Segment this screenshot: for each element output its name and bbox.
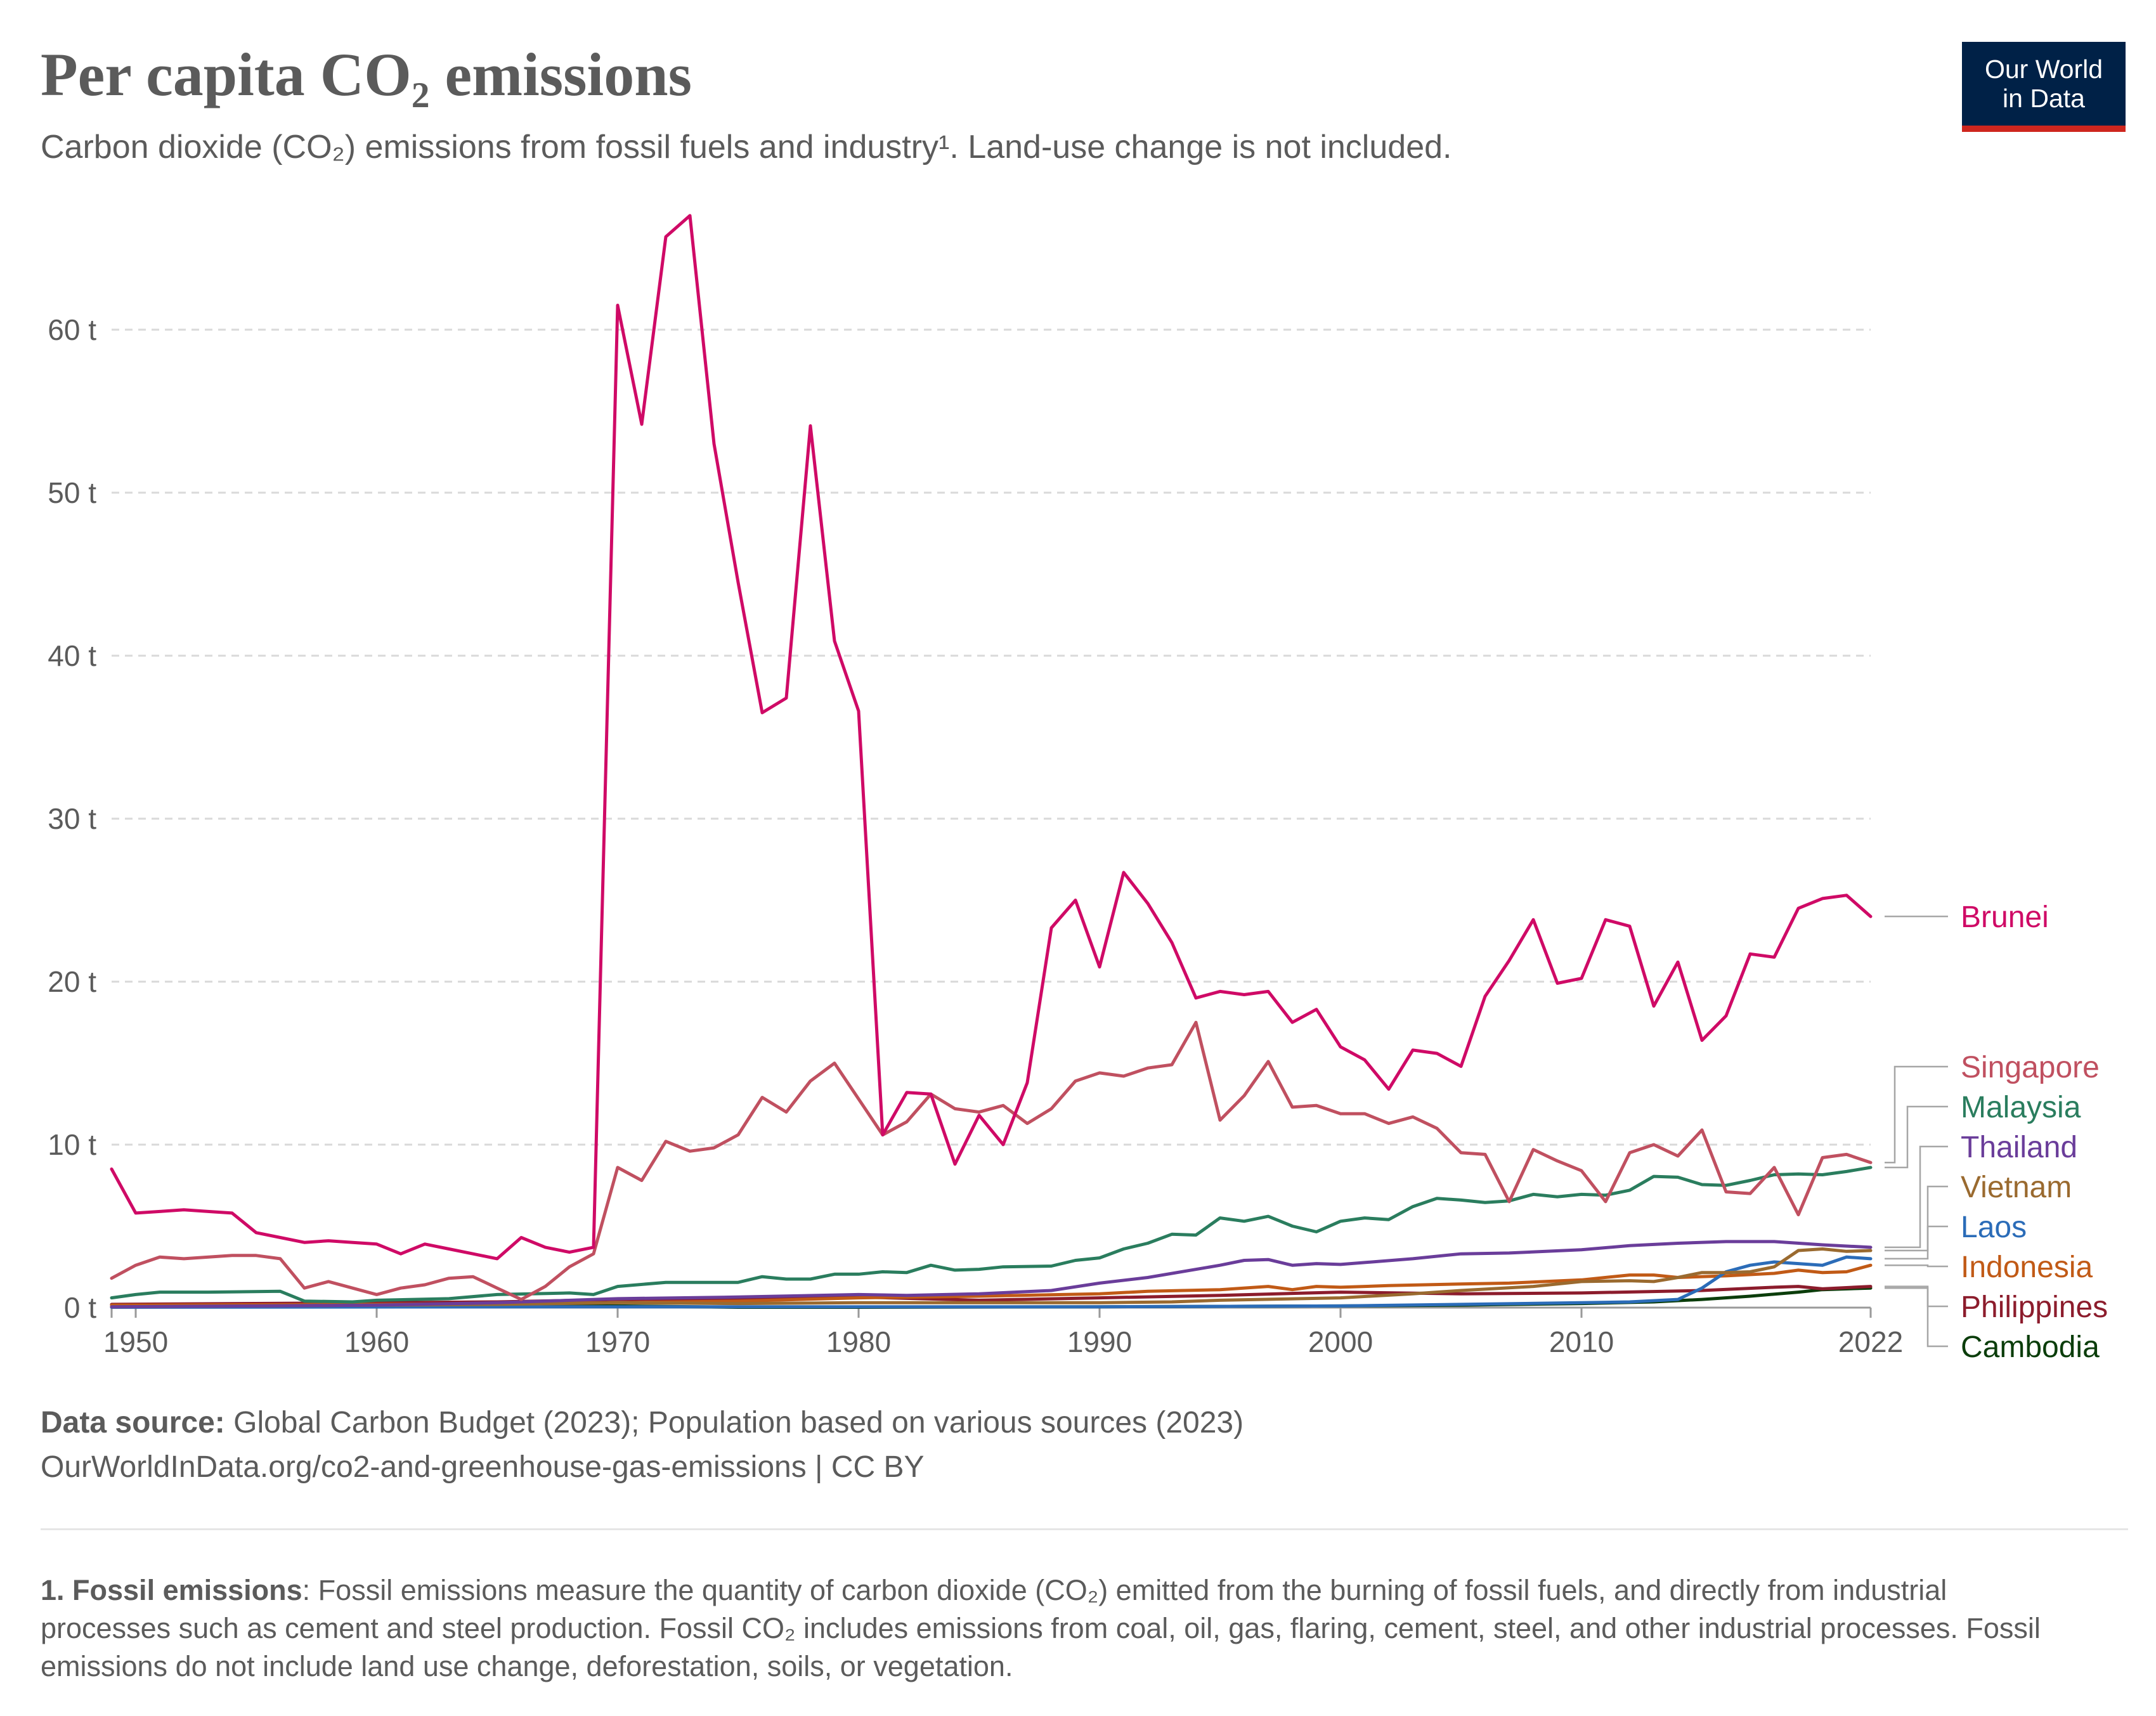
footer-divider	[41, 1528, 2128, 1530]
y-tick-label: 10 t	[48, 1128, 96, 1161]
series-line-vietnam[interactable]	[110, 1247, 1873, 1309]
y-axis-ticks: 0 t 10 t 20 t 30 t 40 t 50 t 60 t	[48, 313, 96, 1324]
grid-lines	[112, 328, 1871, 1146]
logo-line-1: Our World	[1984, 55, 2103, 84]
y-tick-label: 20 t	[48, 965, 96, 998]
series-line-indonesia[interactable]	[110, 1263, 1873, 1307]
series-line-thailand[interactable]	[110, 1240, 1873, 1309]
series-lines	[110, 214, 1873, 1309]
legend-label-cambodia[interactable]: Cambodia	[1961, 1330, 2100, 1364]
x-tick-label: 2010	[1549, 1325, 1614, 1358]
legend-connector	[1885, 1145, 1948, 1249]
legend-connector	[1885, 1287, 1948, 1348]
source-url[interactable]: OurWorldInData.org/co2-and-greenhouse-ga…	[41, 1450, 925, 1484]
legend-label-malaysia[interactable]: Malaysia	[1961, 1091, 2081, 1124]
legend-connector	[1885, 1264, 1948, 1268]
legend-label-indonesia[interactable]: Indonesia	[1961, 1251, 2093, 1284]
y-tick-label: 60 t	[48, 313, 96, 346]
footnote: 1. Fossil emissions: Fossil emissions me…	[41, 1571, 2070, 1686]
legend: Brunei Singapore Malaysia Thailand Vietnam La…	[1961, 900, 2108, 1364]
legend-connector	[1885, 1105, 1948, 1169]
y-tick-label: 30 t	[48, 802, 96, 835]
legend-label-brunei[interactable]: Brunei	[1961, 900, 2049, 934]
series-line-brunei[interactable]	[110, 214, 1873, 1261]
legend-connector	[1885, 1285, 1948, 1308]
y-tick-label: 40 t	[48, 639, 96, 672]
y-tick-label: 0 t	[64, 1291, 96, 1324]
legend-connector	[1885, 1185, 1948, 1252]
owid-logo[interactable]: Our World in Data	[1962, 42, 2126, 132]
x-tick-label: 1950	[103, 1325, 168, 1358]
x-tick-label: 2022	[1838, 1325, 1903, 1358]
x-tick-label: 1990	[1067, 1325, 1132, 1358]
footnote-label: 1. Fossil emissions	[41, 1574, 302, 1606]
chart-title: Per capita CO₂ emissions	[41, 41, 692, 108]
chart-subtitle: Carbon dioxide (CO₂) emissions from foss…	[41, 129, 1452, 166]
x-tick-label: 1970	[585, 1325, 650, 1358]
legend-label-laos[interactable]: Laos	[1961, 1211, 2027, 1244]
legend-label-vietnam[interactable]: Vietnam	[1961, 1171, 2072, 1204]
legend-connector	[1885, 1065, 1948, 1164]
series-line-laos[interactable]	[110, 1255, 1873, 1309]
series-line-singapore[interactable]	[110, 1020, 1873, 1301]
legend-connectors	[1885, 915, 1948, 1348]
x-tick-label: 1980	[826, 1325, 891, 1358]
data-source-text: Global Carbon Budget (2023); Population …	[233, 1406, 1244, 1440]
footnote-text: : Fossil emissions measure the quantity …	[41, 1574, 2041, 1682]
series-line-malaysia[interactable]	[110, 1166, 1873, 1304]
data-source-label: Data source:	[41, 1406, 225, 1440]
x-axis: 1950 1960 1970 1980 1990 2000 2010 2022	[103, 1306, 1903, 1358]
legend-label-philippines[interactable]: Philippines	[1961, 1290, 2108, 1324]
x-tick-label: 1960	[344, 1325, 409, 1358]
data-source: Data source: Global Carbon Budget (2023)…	[41, 1405, 1244, 1440]
y-tick-label: 50 t	[48, 476, 96, 509]
x-tick-label: 2000	[1308, 1325, 1373, 1358]
logo-line-2: in Data	[2003, 84, 2085, 113]
legend-label-thailand[interactable]: Thailand	[1961, 1131, 2077, 1164]
legend-label-singapore[interactable]: Singapore	[1961, 1051, 2100, 1084]
legend-connector	[1885, 1225, 1948, 1260]
